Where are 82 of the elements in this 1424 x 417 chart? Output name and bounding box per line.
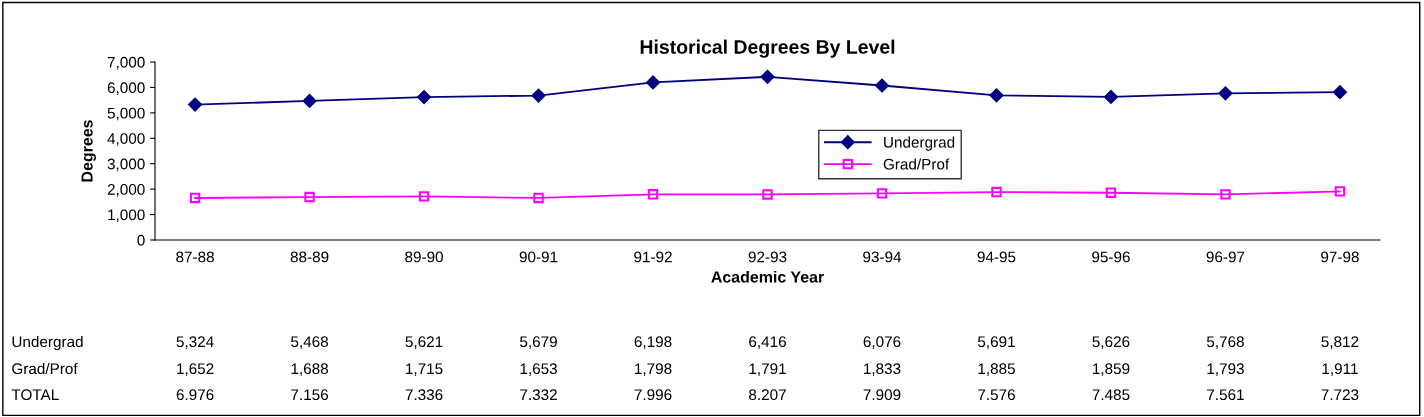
point [760,69,775,84]
data-label: 6,198 [634,336,672,349]
text: 7.561 [1207,389,1244,401]
data-label: 1,798 [635,363,672,376]
text: 7.336 [405,389,443,401]
point [875,78,889,93]
data-label: 5,679 [520,336,557,349]
text: Undergrad [12,335,83,351]
data-label: 1,791 [749,363,786,376]
y-axis-title: Degrees [81,120,96,182]
chart-title: Historical Degrees By Level [640,39,895,58]
text: 7.576 [978,389,1015,401]
x-tick-label: 87-88 [176,251,214,263]
point [1334,186,1346,197]
x-tick-label: 93-94 [863,251,902,263]
data-label: 6,416 [749,336,786,349]
point [1220,189,1231,200]
x-tick-label: 88-89 [290,251,329,263]
point [762,189,773,200]
text: 7.485 [1092,389,1130,401]
text: 6.976 [176,389,214,401]
text: TOTAL [11,389,59,401]
data-label: 5,324 [176,336,214,349]
data-label: 5,812 [1321,336,1359,349]
data-label: 5,768 [1206,336,1244,349]
y-tick-label: 6,000 [107,82,145,95]
point [1104,90,1118,104]
x-tick-label: 92-93 [748,251,787,263]
data-label: 1,652 [177,363,214,376]
point [533,192,544,204]
point [991,186,1002,198]
point [1218,86,1233,101]
x-axis-title: Academic Year [711,270,824,283]
point [1333,85,1347,100]
y-tick-label: 1,000 [108,209,145,223]
point [531,88,546,103]
point [304,191,315,203]
text: 7.909 [863,389,901,401]
x-tick-label: 97-98 [1321,251,1359,263]
text: Grad/Prof [12,362,78,375]
data-label: 1,653 [520,363,557,376]
text: 7.332 [520,389,557,401]
x-tick-label: 90-91 [519,251,558,263]
point [188,97,202,112]
data-label: 1,793 [1207,363,1244,376]
point [646,75,660,90]
x-tick-label: 95-96 [1092,251,1130,263]
data-label: 1,688 [291,363,329,376]
data-label: 1,715 [406,363,443,376]
data-label: 5,691 [977,336,1015,349]
data-label: 6,076 [863,336,901,349]
data-label: 1,859 [1093,363,1130,376]
y-tick-label: 2,000 [107,184,145,197]
legend-label: Grad/Prof [883,158,950,170]
point [647,189,659,200]
x-tick-label: 94-95 [977,251,1016,263]
legend-label: Undergrad [884,136,955,151]
y-tick-label: 5,000 [107,107,145,121]
data-label: 5,468 [291,336,329,349]
point [418,191,430,202]
y-tick-label: 0 [137,234,145,246]
text: 7.996 [634,389,672,401]
point [189,192,201,204]
x-tick-label: 96-97 [1206,251,1245,263]
y-tick-label: 4,000 [107,133,145,146]
text: 7.156 [291,389,328,401]
data-label: 5,621 [405,336,443,349]
point [989,88,1004,103]
x-tick-label: 89-90 [405,251,443,263]
y-tick-label: 7,000 [107,56,145,70]
point [417,90,431,104]
data-label: 5,626 [1092,336,1130,349]
point [876,188,888,199]
data-label: 1,911 [1322,363,1358,376]
point [302,94,317,108]
data-label: 1,885 [978,363,1015,376]
data-label: 1,833 [864,363,901,376]
y-tick-label: 3,000 [107,158,145,172]
text: 7.723 [1321,389,1359,401]
x-tick-label: 91-92 [634,251,672,263]
text: 8.207 [749,389,786,401]
point [1105,187,1117,198]
